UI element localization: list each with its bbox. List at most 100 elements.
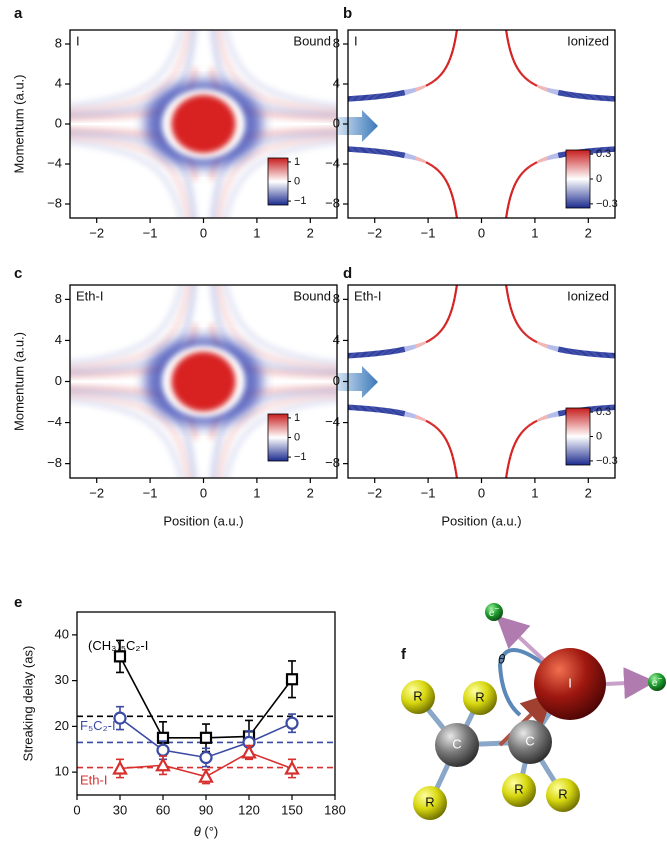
ionized-trajectory: [435, 427, 439, 430]
iodine-atom: [534, 648, 606, 720]
electron-symbol: e: [489, 608, 495, 619]
ionized-trajectory: [457, 218, 458, 226]
colorbar-tick-label: 0.3: [596, 406, 611, 418]
ionized-trajectory: [447, 315, 451, 320]
ionized-trajectory: [431, 164, 435, 168]
heatmap-fringe: [70, 285, 192, 371]
ionized-trajectory: [504, 471, 509, 478]
data-point: [199, 750, 213, 765]
ionized-trajectory: [439, 430, 442, 433]
y-tick-label: −4: [47, 155, 62, 170]
ionized-trajectory: [428, 338, 431, 342]
electron-arrow: [605, 667, 656, 700]
ionized-trajectory: [443, 176, 447, 180]
ionized-trajectory: [530, 422, 533, 426]
ionized-trajectory: [453, 36, 457, 43]
ionized-trajectory: [425, 340, 428, 344]
ionized-trajectory: [436, 428, 440, 431]
panel-letter: f: [401, 646, 407, 663]
ionized-trajectory: [453, 465, 457, 472]
ionized-trajectory: [522, 170, 526, 173]
ionized-trajectory: [458, 266, 459, 276]
heatmap-fringe: [222, 139, 337, 218]
heatmap-fringe: [222, 30, 337, 109]
ionized-trajectory: [442, 434, 446, 438]
y-tick-label: 4: [55, 75, 62, 90]
ionized-trajectory: [442, 69, 446, 73]
ionized-trajectory: [526, 425, 530, 428]
plot-area: [70, 30, 337, 218]
x-tick-label: 0: [478, 225, 485, 240]
ionized-trajectory: [504, 266, 505, 276]
ionized-trajectory: [457, 478, 458, 486]
colorbar-tick-label: −0.3: [596, 198, 618, 210]
ionized-trajectory: [426, 340, 429, 343]
colorbar: [267, 157, 289, 206]
ionized-trajectory: [454, 285, 459, 292]
data-point: [199, 731, 213, 744]
ionized-trajectory: [535, 340, 538, 344]
electron: [485, 603, 503, 621]
x-tick-label: 2: [585, 485, 592, 500]
ionized-trajectory: [536, 84, 539, 88]
heatmap-fringe: [70, 30, 185, 109]
data-point: [112, 760, 128, 775]
ionized-trajectory: [534, 161, 537, 165]
ionized-trajectory: [532, 162, 535, 166]
y-axis-label: Streaking delay (as): [20, 646, 35, 762]
ionized-trajectory: [524, 333, 528, 336]
plot-area: [348, 266, 615, 486]
ionized-trajectory: [431, 80, 435, 84]
ionized-trajectory: [431, 423, 435, 427]
state-label: Ionized: [567, 288, 609, 303]
ionized-trajectory: [521, 171, 524, 175]
ionized-trajectory: [452, 201, 456, 207]
heatmap-fringe: [215, 285, 337, 371]
panel-letter: e: [14, 594, 22, 611]
ionized-trajectory: [509, 452, 513, 457]
ionized-trajectory: [445, 439, 449, 443]
ionized-trajectory: [533, 339, 536, 343]
x-tick-label: 30: [113, 802, 127, 817]
ionized-trajectory: [533, 420, 536, 424]
ionized-trajectory: [452, 41, 456, 47]
x-tick-label: −1: [143, 485, 158, 500]
ionized-trajectory: [536, 160, 539, 164]
ionized-trajectory: [509, 50, 513, 55]
ionized-trajectory: [522, 331, 526, 334]
ionized-trajectory: [449, 190, 453, 194]
ionized-trajectory: [426, 420, 429, 423]
ionized-trajectory: [533, 83, 536, 86]
x-tick-label: −2: [89, 225, 104, 240]
y-tick-label: 10: [55, 764, 69, 779]
electron-charge: −: [657, 674, 662, 683]
colorbar: [565, 149, 591, 209]
electron-label: e−: [489, 604, 500, 619]
ionized-trajectory: [530, 164, 533, 167]
molecule-label: Eth-I: [354, 288, 381, 303]
y-axis-label: Momentum (a.u.): [11, 332, 26, 431]
ionized-trajectory: [504, 285, 509, 292]
ionized-trajectory: [506, 465, 510, 472]
ionized-trajectory: [514, 439, 518, 443]
atom-label: I: [568, 675, 572, 690]
data-point: [198, 768, 214, 783]
ionized-trajectory: [517, 69, 521, 73]
ionized-trajectory: [525, 167, 529, 170]
ionized-trajectory: [515, 178, 519, 182]
ionized-trajectory: [436, 332, 440, 335]
ionized-trajectory: [435, 333, 439, 336]
ionized-trajectory: [454, 211, 459, 218]
y-tick-label: −8: [325, 195, 340, 210]
ionized-trajectory: [528, 80, 532, 84]
ionized-trajectory: [437, 429, 441, 432]
ionized-trajectory: [521, 73, 524, 77]
data-point: [285, 716, 299, 730]
ionized-trajectory: [431, 336, 435, 340]
ionized-trajectory: [452, 460, 456, 466]
ionized-trajectory: [511, 312, 515, 317]
colorbar-tick-label: 0: [294, 431, 300, 443]
ionized-trajectory: [429, 81, 432, 85]
atom-label: C: [525, 733, 534, 748]
ionized-trajectory: [521, 430, 524, 433]
